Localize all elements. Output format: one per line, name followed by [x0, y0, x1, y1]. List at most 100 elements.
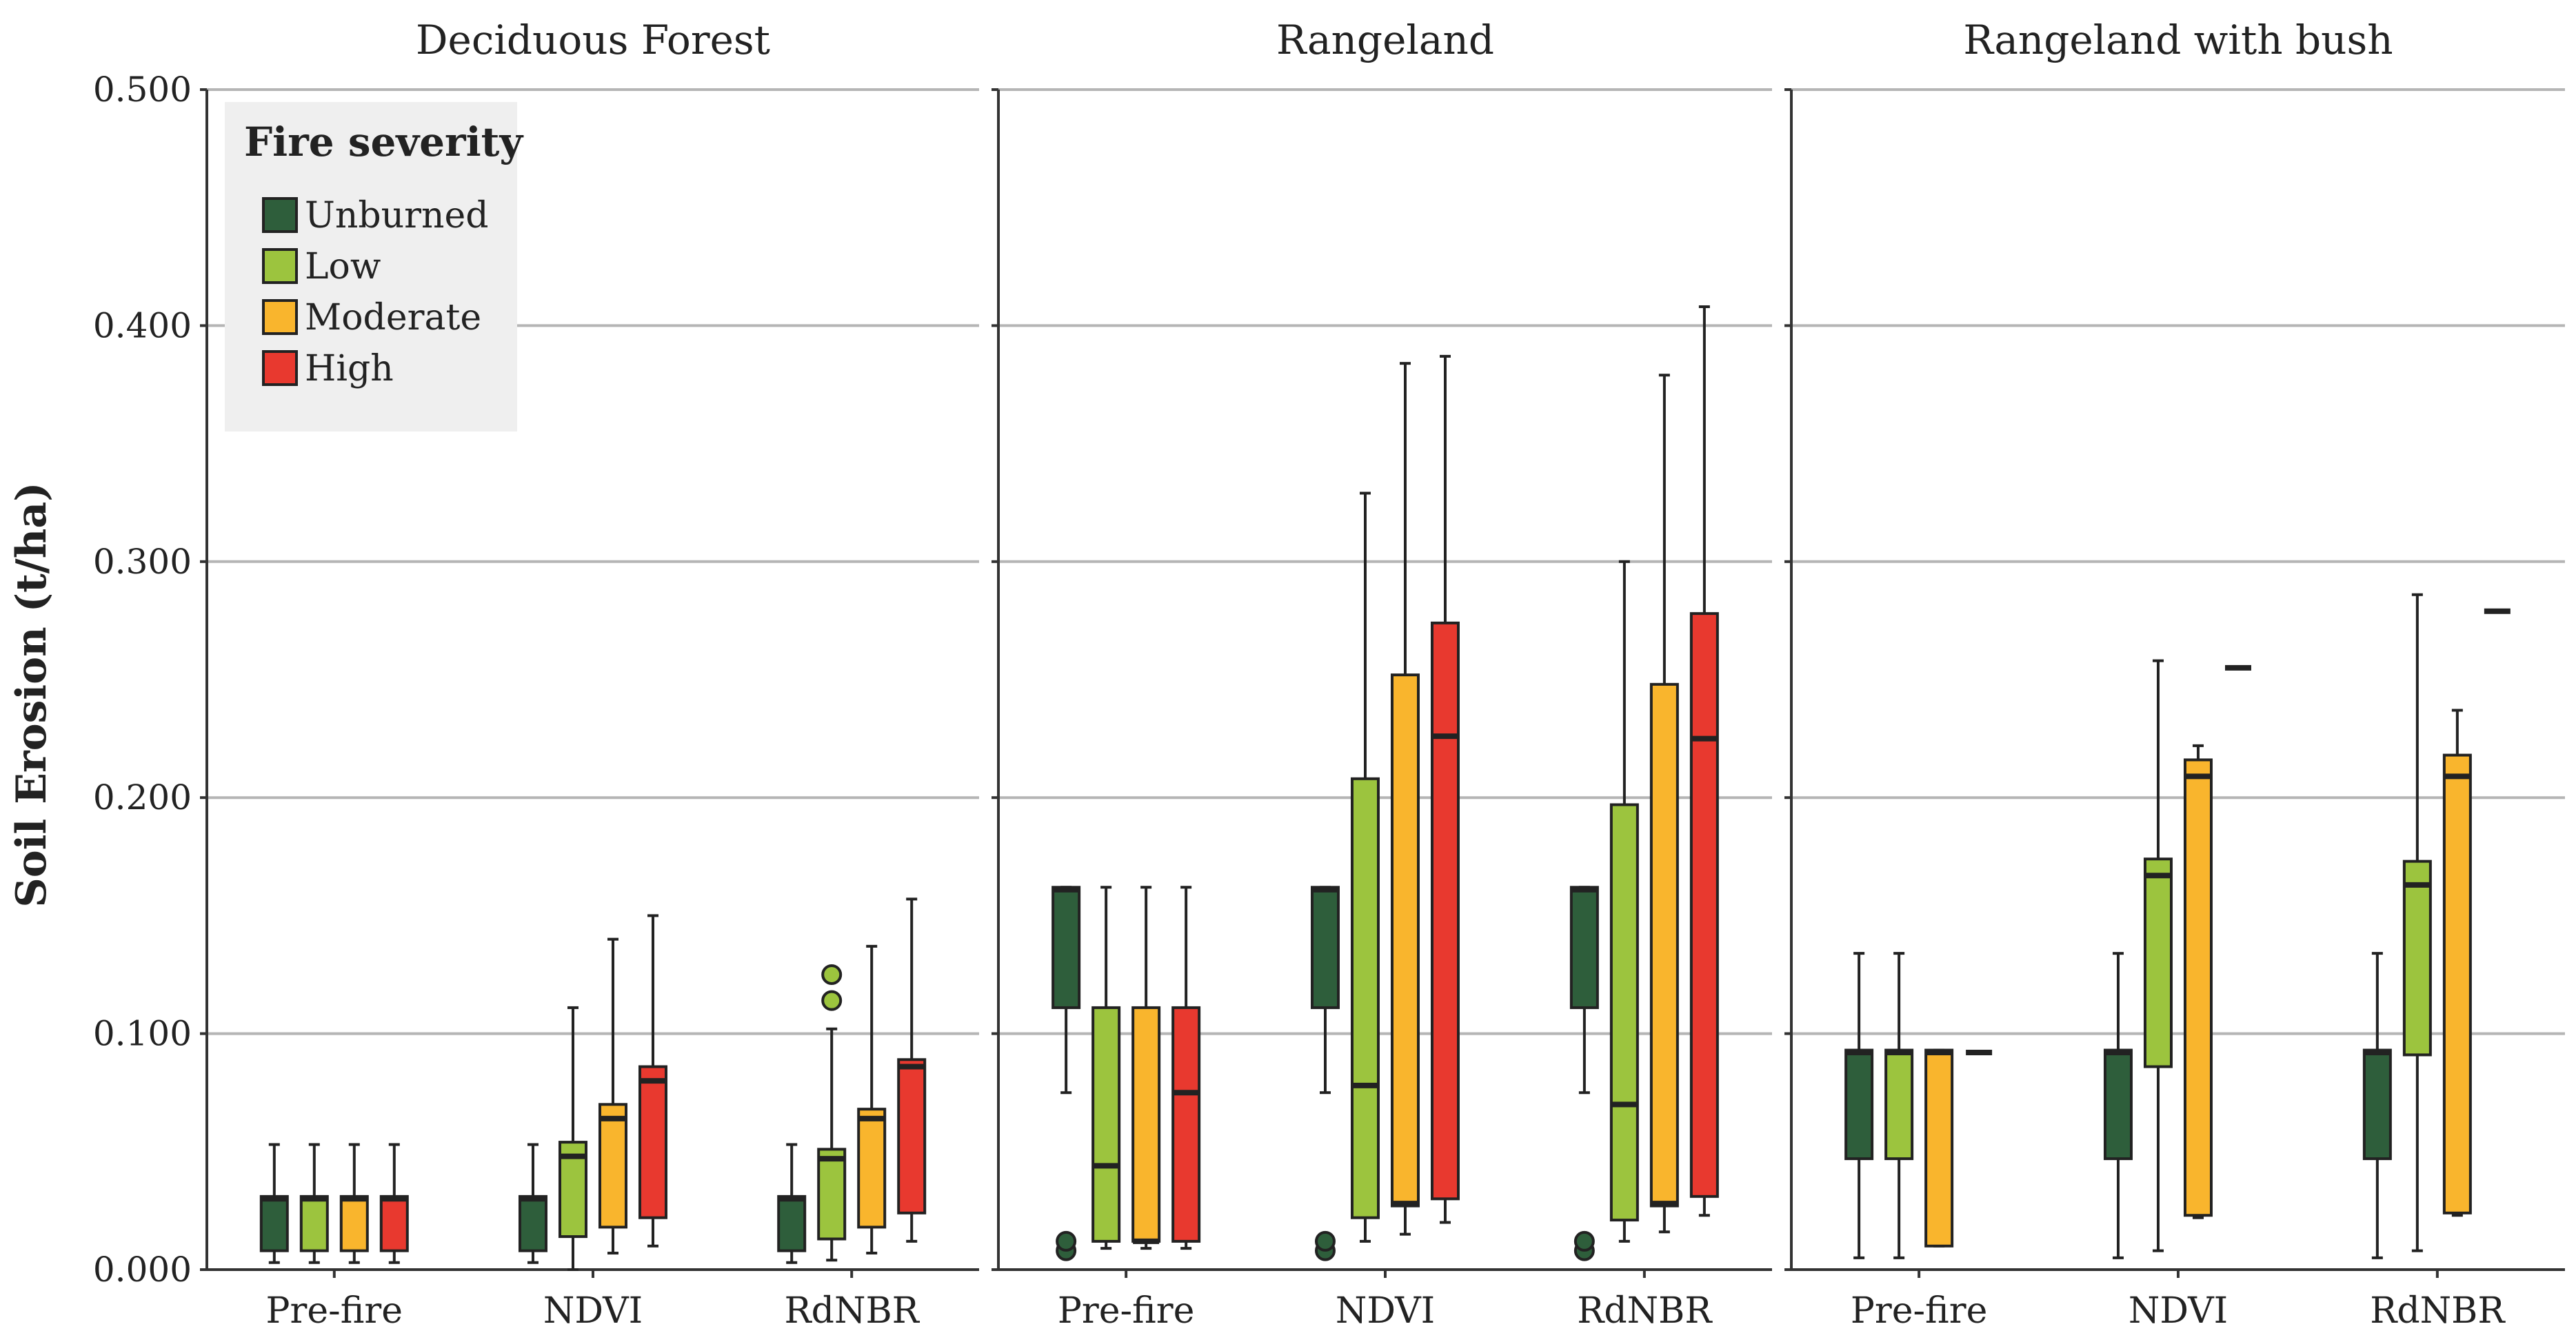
boxes — [259, 305, 2510, 1271]
box-body — [897, 1058, 927, 1214]
box-body — [1924, 1048, 1954, 1248]
legend-swatch — [262, 299, 298, 335]
panel-title: Rangeland — [1276, 17, 1494, 63]
box-body — [2402, 860, 2432, 1057]
labels: Soil Erosion (t/ha) 0.000 0.100 0.200 0.300… — [8, 17, 2506, 1332]
x-tick-label: Pre-fire — [266, 1290, 403, 1332]
x-tick-label: RdNBR — [2370, 1290, 2506, 1332]
outlier-point — [821, 990, 843, 1011]
box-body — [2104, 1048, 2133, 1161]
gridlines — [207, 88, 2565, 1035]
box-body — [817, 1148, 847, 1241]
box-unburned — [1844, 952, 1874, 1259]
box-unburned — [2362, 952, 2392, 1259]
x-tick-label: Pre-fire — [1058, 1290, 1195, 1332]
box-body — [1391, 673, 1420, 1208]
box-moderate — [2442, 709, 2472, 1217]
box-moderate — [1131, 886, 1161, 1250]
legend-swatch — [262, 197, 298, 233]
panel-title: Deciduous Forest — [416, 17, 770, 63]
box-low — [817, 964, 847, 1262]
box-body — [1351, 777, 1380, 1219]
box-body — [1311, 886, 1340, 1009]
box-body — [1609, 803, 1639, 1222]
box-high — [1689, 305, 1719, 1217]
box-unburned — [1311, 886, 1340, 1261]
box-body — [259, 1194, 289, 1252]
box-high — [1171, 886, 1201, 1250]
box-body — [1884, 1048, 1914, 1161]
box-high — [638, 914, 667, 1248]
box-body — [299, 1194, 329, 1252]
outlier-point — [1573, 1230, 1595, 1252]
panel-title: Rangeland with bush — [1963, 17, 2393, 63]
box-high — [379, 1143, 409, 1264]
box-moderate — [598, 937, 627, 1255]
axes — [200, 88, 2565, 1278]
box-low — [1884, 952, 1914, 1259]
box-body — [2362, 1048, 2392, 1161]
x-tick-label: NDVI — [2129, 1290, 2228, 1332]
box-low — [2144, 659, 2173, 1252]
box-body — [857, 1108, 887, 1229]
y-tick-label: 0.200 — [93, 777, 192, 817]
x-tick-label: NDVI — [1336, 1290, 1435, 1332]
box-low — [299, 1143, 329, 1264]
x-tick-label: RdNBR — [1577, 1290, 1713, 1332]
box-body — [638, 1065, 667, 1219]
x-tick-label: Pre-fire — [1851, 1290, 1988, 1332]
box-moderate — [1391, 362, 1420, 1236]
y-tick-label: 0.400 — [93, 305, 192, 345]
box-unburned — [777, 1143, 807, 1264]
box-body — [1171, 1006, 1201, 1243]
legend-title: Fire severity — [244, 119, 524, 165]
legend-label: Low — [305, 246, 381, 287]
box-body — [598, 1103, 627, 1229]
legend-label: High — [305, 348, 394, 389]
legend-swatch — [262, 248, 298, 284]
legend: Fire severity Unburned Low Moderate High — [225, 102, 524, 431]
box-low — [1091, 886, 1121, 1250]
y-axis-title: Soil Erosion (t/ha) — [8, 482, 56, 907]
box-unburned — [259, 1143, 289, 1264]
legend-label: Unburned — [305, 195, 489, 236]
box-body — [339, 1194, 369, 1252]
box-body — [1431, 621, 1460, 1201]
legend-label: Moderate — [305, 297, 481, 338]
box-body — [1569, 886, 1599, 1009]
box-body — [1689, 612, 1719, 1198]
box-high — [1431, 354, 1460, 1224]
box-body — [1051, 886, 1081, 1009]
box-body — [2144, 857, 2173, 1068]
x-tick-label: RdNBR — [785, 1290, 920, 1332]
box-unburned — [1569, 886, 1599, 1261]
outlier-point — [1315, 1230, 1336, 1252]
box-high — [897, 897, 927, 1243]
y-tick-label: 0.100 — [93, 1014, 192, 1054]
y-tick-label: 0.000 — [93, 1250, 192, 1290]
box-low — [1351, 491, 1380, 1243]
box-body — [2184, 758, 2213, 1217]
box-body — [1131, 1006, 1161, 1243]
legend-swatch — [262, 350, 298, 386]
box-body — [2442, 753, 2472, 1214]
outlier-point — [821, 964, 843, 985]
box-body — [1649, 682, 1679, 1208]
box-unburned — [1051, 886, 1081, 1261]
box-moderate — [1924, 1048, 1954, 1248]
x-tick-label: NDVI — [543, 1290, 643, 1332]
box-moderate — [857, 944, 887, 1255]
box-low — [1609, 560, 1639, 1243]
box-moderate — [2184, 744, 2213, 1219]
box-unburned — [2104, 952, 2133, 1259]
box-body — [519, 1194, 547, 1252]
box-unburned — [519, 1143, 547, 1264]
box-low — [559, 1006, 587, 1271]
box-moderate — [339, 1143, 369, 1264]
outlier-point — [1056, 1230, 1077, 1252]
y-tick-label: 0.300 — [93, 542, 192, 582]
y-tick-label: 0.500 — [93, 70, 192, 110]
box-low — [2402, 593, 2432, 1252]
